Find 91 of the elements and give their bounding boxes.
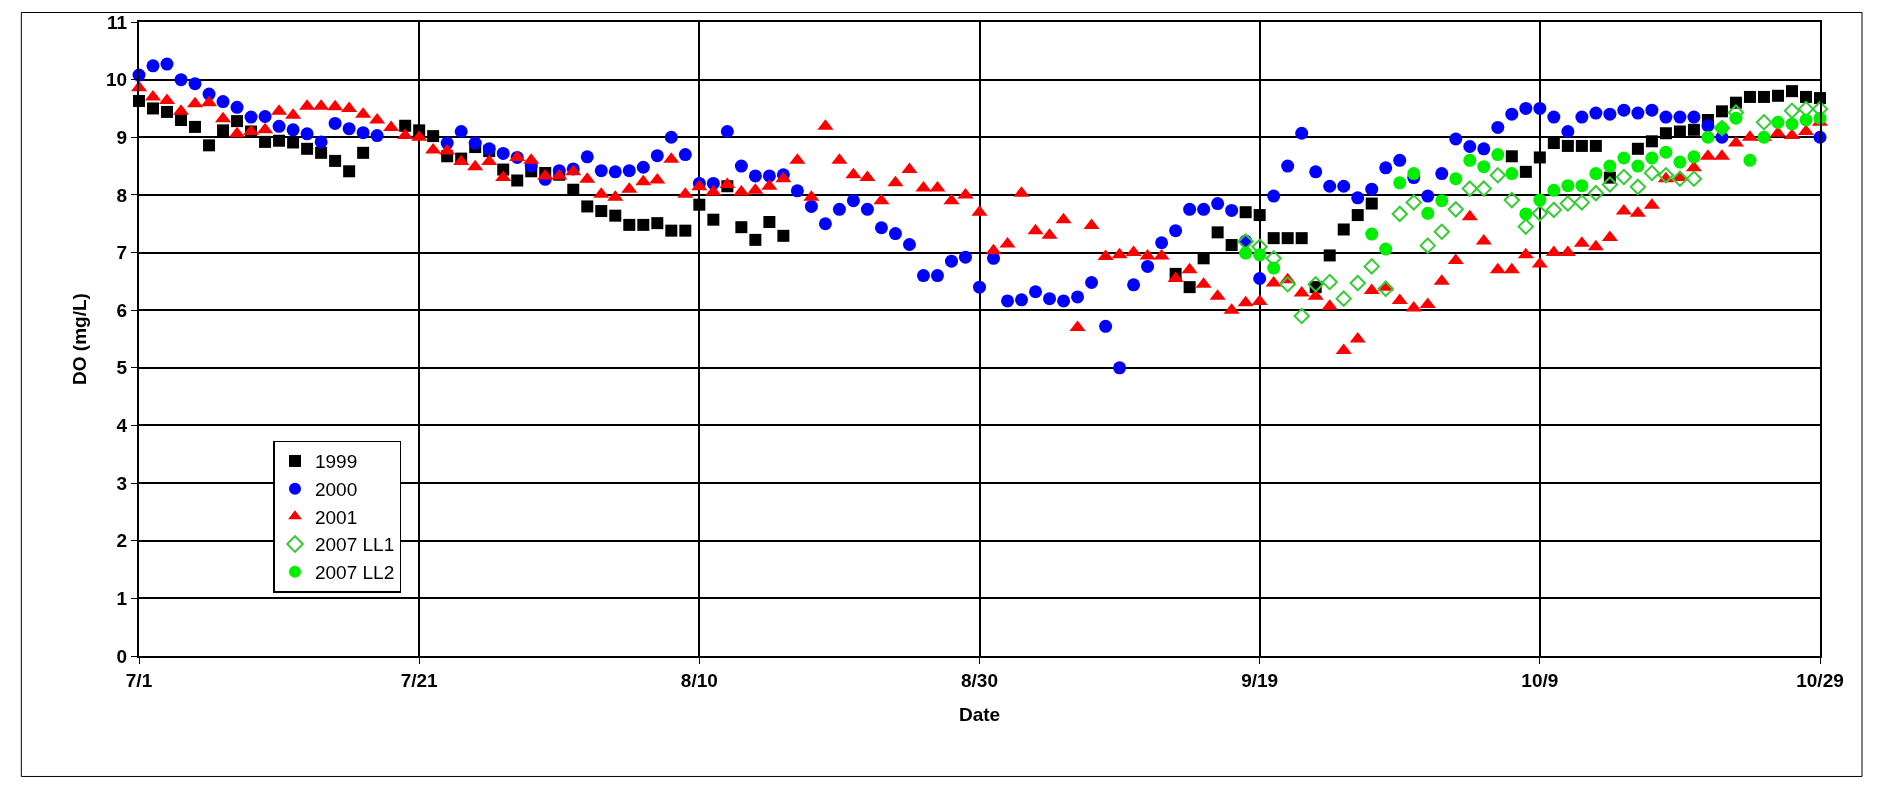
- y-tick-label: 9: [116, 126, 128, 148]
- point: [1279, 276, 1296, 293]
- point: [1379, 242, 1393, 256]
- point: [1659, 145, 1673, 159]
- y-tick-label: 0: [116, 645, 128, 667]
- point: [1771, 115, 1785, 129]
- point: [1335, 290, 1352, 307]
- point: [1687, 150, 1701, 164]
- point: [1629, 178, 1647, 195]
- y-tick-label: 10: [106, 69, 128, 91]
- point: [1407, 167, 1421, 181]
- point: [1307, 276, 1324, 293]
- point: [1559, 195, 1576, 212]
- x-tick-label: 8/30: [961, 669, 998, 691]
- point: [1701, 130, 1715, 144]
- point: [1447, 201, 1464, 218]
- x-tick-label: 9/19: [1241, 669, 1279, 691]
- point: [1671, 170, 1689, 187]
- point: [1489, 167, 1506, 184]
- y-axis-title: DO (mg/L): [69, 293, 91, 385]
- point: [1783, 102, 1801, 119]
- point: [1547, 183, 1561, 197]
- y-tick-label: 4: [116, 415, 128, 437]
- point: [1377, 280, 1394, 298]
- point: [1617, 151, 1631, 165]
- point: [1561, 179, 1575, 193]
- y-tick-label: 1: [116, 588, 128, 610]
- legend-label: 2007 LL2: [314, 562, 395, 584]
- point: [1449, 172, 1463, 186]
- point: [1743, 153, 1757, 167]
- point: [1293, 307, 1310, 325]
- y-tick-label: 5: [116, 357, 128, 379]
- point: [1393, 176, 1407, 190]
- point: [1391, 205, 1408, 223]
- y-tick-label: 3: [116, 472, 128, 494]
- point: [1321, 273, 1338, 291]
- point: [1785, 117, 1799, 131]
- point: [1491, 148, 1505, 162]
- point: [1477, 160, 1491, 174]
- point: [1519, 207, 1533, 221]
- legend-label: 1999: [314, 451, 358, 473]
- x-tick-label: 10/29: [1796, 669, 1844, 691]
- legend-label: 2007 LL1: [314, 534, 395, 556]
- point: [1531, 205, 1548, 222]
- x-tick-label: 8/10: [680, 669, 718, 691]
- point: [1533, 193, 1547, 207]
- point: [1435, 194, 1449, 208]
- point: [1419, 237, 1436, 254]
- point: [1363, 258, 1380, 275]
- point: [1645, 151, 1659, 165]
- x-tick-label: 7/1: [125, 669, 153, 691]
- point: [1589, 167, 1603, 181]
- point: [1421, 206, 1435, 220]
- point: [1545, 201, 1562, 219]
- x-tick-label: 7/21: [400, 669, 439, 691]
- point: [1365, 227, 1379, 241]
- point: [1575, 179, 1589, 193]
- point: [1657, 167, 1675, 184]
- point: [1461, 180, 1478, 197]
- point: [1517, 218, 1534, 235]
- point: [1685, 170, 1703, 187]
- point: [1755, 114, 1773, 131]
- point: [1631, 159, 1645, 173]
- point: [1587, 185, 1605, 202]
- point: [1475, 180, 1492, 197]
- y-tick-label: 6: [116, 299, 128, 321]
- x-axis-title: Date: [958, 704, 1001, 726]
- point: [1505, 167, 1519, 181]
- y-tick-label: 11: [107, 11, 128, 33]
- point: [1253, 248, 1267, 262]
- point: [1615, 168, 1633, 186]
- point: [1463, 153, 1477, 167]
- point: [1267, 261, 1281, 275]
- point: [1239, 246, 1253, 260]
- point: [1433, 223, 1450, 240]
- point: [1573, 194, 1591, 211]
- point: [1503, 191, 1520, 209]
- point: [1601, 176, 1619, 193]
- point: [1643, 164, 1661, 182]
- point: [1349, 274, 1366, 292]
- point: [1729, 111, 1743, 125]
- point: [1405, 194, 1422, 211]
- legend-label: 2000: [314, 479, 358, 501]
- y-tick-label: 2: [116, 530, 128, 552]
- point: [1673, 155, 1687, 169]
- point: [1799, 113, 1813, 127]
- legend-label: 2001: [314, 506, 358, 528]
- x-tick-label: 10/9: [1521, 669, 1559, 691]
- point: [1603, 159, 1617, 173]
- y-tick-label: 8: [116, 184, 128, 206]
- y-tick-label: 7: [116, 242, 128, 264]
